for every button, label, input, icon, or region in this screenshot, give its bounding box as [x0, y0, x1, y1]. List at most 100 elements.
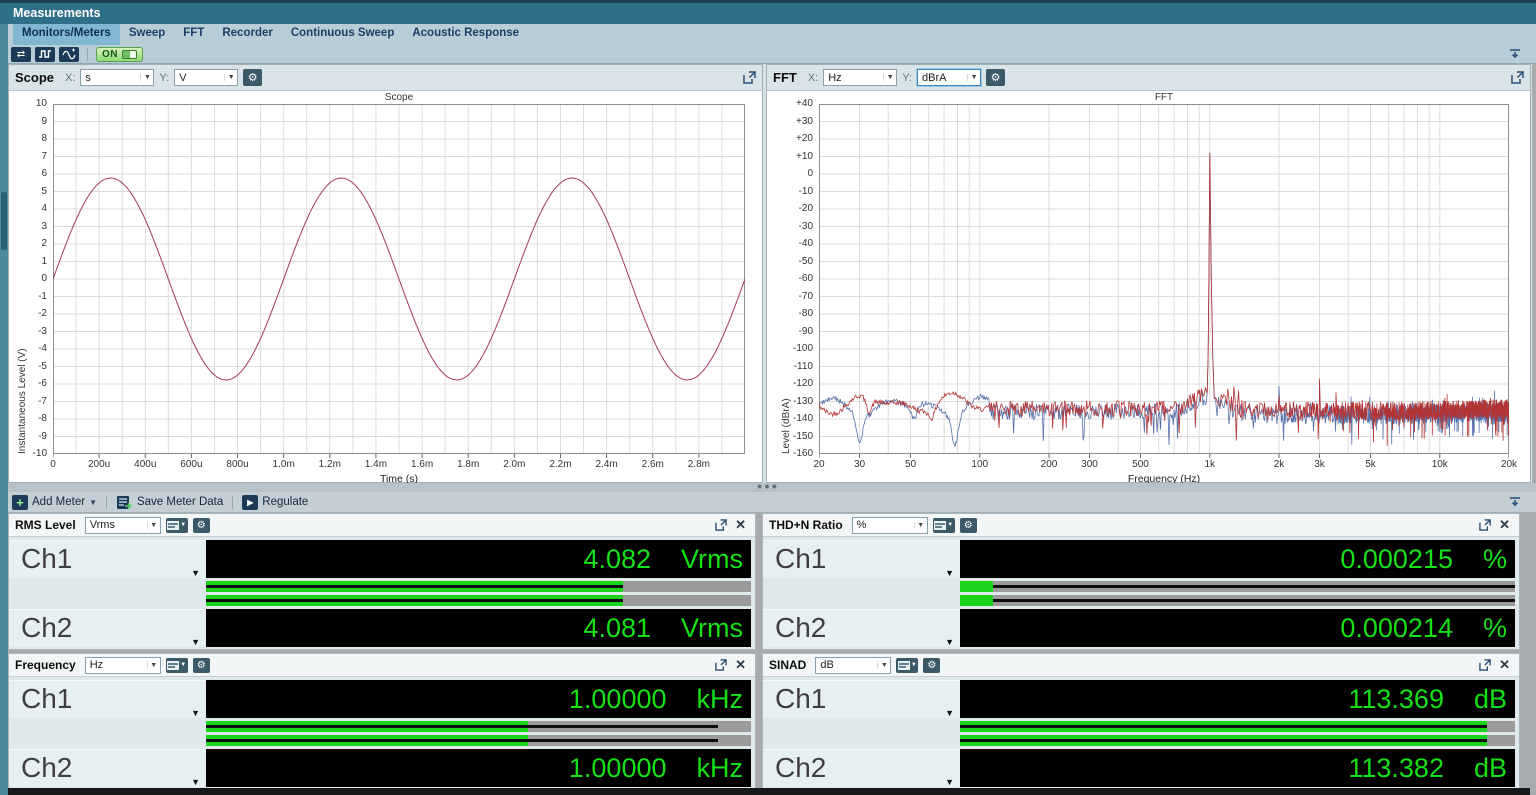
tab-sweep[interactable]: Sweep [128, 27, 166, 39]
meter-unit-select[interactable]: Vrms ▼ [84, 516, 161, 534]
channel-1-display: 113.369 dB [960, 680, 1515, 718]
meter-header: SINAD dB ▼ ▼ ⚙ ✕ [763, 654, 1519, 677]
meter-title: RMS Level [15, 518, 76, 532]
channel-1-selector[interactable]: Ch1 ▼ [9, 680, 206, 718]
add-meter-button[interactable]: + Add Meter ▼ [12, 494, 97, 510]
io-swap-icon[interactable]: ⇄ [11, 46, 31, 62]
toolbar-separator [105, 495, 107, 509]
fft-chart[interactable]: FFT 20 30 50 100 200 300 500 1k 2k 3k 5k 10k 20k +40 +3… [767, 92, 1530, 485]
square-wave-icon[interactable] [35, 46, 55, 62]
meter-close-icon[interactable]: ✕ [1499, 657, 1510, 672]
meter-popout-icon[interactable] [715, 659, 727, 671]
fft-x-units-select[interactable]: Hz ▼ [823, 69, 898, 86]
meter-settings-gear-icon[interactable]: ⚙ [192, 517, 210, 533]
axis-tick-label: 7 [41, 150, 47, 162]
scope-panel-header: Scope X: s ▼ Y: V ▼ ⚙ [9, 65, 762, 91]
page-title: Measurements [13, 6, 101, 20]
fft-y-units-select[interactable]: dBrA ▼ [917, 69, 982, 86]
meter-close-icon[interactable]: ✕ [735, 517, 746, 532]
scope-y-units-select[interactable]: V ▼ [174, 69, 239, 86]
meter-settings-gear-icon[interactable]: ⚙ [923, 657, 941, 673]
channel-2-selector[interactable]: Ch2 ▼ [9, 749, 206, 787]
meter-popout-icon[interactable] [1479, 659, 1491, 671]
save-meter-data-button[interactable]: Save Meter Data [116, 495, 223, 510]
display-mode-icon[interactable]: ▼ [165, 517, 188, 533]
axis-tick-label: 5k [1365, 459, 1376, 470]
axis-tick-label: 500 [1132, 459, 1149, 470]
channel-1-selector[interactable]: Ch1 ▼ [763, 540, 960, 578]
axis-tick-label: -160 [792, 448, 813, 459]
dock-meters-icon[interactable] [1508, 496, 1522, 508]
axis-tick-label: 1.2m [318, 459, 341, 470]
scope-settings-gear-icon[interactable]: ⚙ [243, 69, 263, 86]
tab-recorder[interactable]: Recorder [222, 27, 273, 39]
regulate-button[interactable]: ▶ Regulate [242, 494, 308, 510]
axis-tick-label: -2 [38, 308, 47, 319]
level-bars [206, 578, 751, 609]
axis-tick-label: 2k [1273, 459, 1285, 470]
tab-monitors-meters[interactable]: Monitors/Meters [13, 24, 120, 45]
channel-2-selector[interactable]: Ch2 ▼ [763, 749, 960, 787]
axis-tick-label: -40 [798, 238, 813, 249]
generator-on-toggle[interactable]: ON [96, 46, 143, 62]
channel-2-display: 0.000214 % [960, 609, 1515, 647]
scope-x-units-select[interactable]: s ▼ [80, 69, 155, 86]
tab-acoustic-response[interactable]: Acoustic Response [412, 27, 520, 39]
meter-unit-select[interactable]: dB ▼ [815, 656, 892, 674]
charts-meters-splitter[interactable]: ●●● [0, 482, 1536, 492]
axis-tick-label: -4 [38, 343, 47, 354]
axis-tick-label: -90 [798, 325, 813, 337]
scope-chart[interactable]: Scope 0 200u 400u 600u 800u 1.0m 1.2m 1.4m 1.6m 1.… [9, 92, 762, 485]
meter-popout-icon[interactable] [715, 519, 727, 531]
display-mode-icon[interactable]: ▼ [896, 657, 919, 673]
collapse-panel-icon[interactable] [1508, 48, 1522, 60]
level-bars [960, 578, 1515, 609]
axis-tick-label: -10 [798, 185, 813, 197]
axis-tick-label: 6 [41, 168, 47, 179]
axis-tick-label: 10k [1431, 459, 1448, 470]
fft-popout-icon[interactable] [1511, 71, 1524, 84]
scope-panel: Scope X: s ▼ Y: V ▼ ⚙ Scope 0 200u 400u 600u 80… [8, 64, 763, 485]
meter-body: Ch1 ▼ 0.000215 % Ch2 ▼ 0.000214 [763, 538, 1519, 649]
channel-1-display: 0.000215 % [960, 540, 1515, 578]
fft-settings-gear-icon[interactable]: ⚙ [986, 69, 1006, 86]
display-mode-icon[interactable]: ▼ [165, 657, 188, 673]
axis-tick-label: 5 [41, 185, 47, 197]
channel-1-selector[interactable]: Ch1 ▼ [9, 540, 206, 578]
axis-tick-label: 600u [180, 459, 203, 470]
meter-header: RMS Level Vrms ▼ ▼ ⚙ ✕ [9, 514, 755, 537]
channel-2-selector[interactable]: Ch2 ▼ [9, 609, 206, 647]
axis-tick-label: +30 [796, 115, 813, 127]
fft-panel-header: FFT X: Hz ▼ Y: dBrA ▼ ⚙ [767, 65, 1530, 91]
scope-x-axis-title: Time (s) [379, 473, 419, 485]
axis-tick-label: 10 [35, 98, 47, 109]
channel-2-display: 1.00000 kHz [206, 749, 751, 787]
left-resize-strip[interactable] [0, 24, 8, 795]
axis-tick-label: -50 [798, 255, 813, 267]
meter-popout-icon[interactable] [1479, 519, 1491, 531]
fft-y-axis-title: Level (dBrA) [781, 398, 792, 454]
play-icon: ▶ [242, 494, 259, 510]
fft-panel: FFT X: Hz ▼ Y: dBrA ▼ ⚙ FFT 20 30 50 100 200 300… [766, 64, 1531, 485]
channel-1-level-bar [960, 721, 1515, 732]
channel-2-level-bar [960, 595, 1515, 606]
meter-settings-gear-icon[interactable]: ⚙ [192, 657, 210, 673]
sine-wave-icon[interactable] [59, 46, 79, 62]
meter-close-icon[interactable]: ✕ [735, 657, 746, 672]
meter-unit-select[interactable]: Hz ▼ [84, 656, 161, 674]
meter-close-icon[interactable]: ✕ [1499, 517, 1510, 532]
tab-fft[interactable]: FFT [183, 27, 205, 39]
channel-1-selector[interactable]: Ch1 ▼ [763, 680, 960, 718]
toolbar-separator [232, 495, 234, 509]
axis-tick-label: -120 [792, 378, 813, 389]
scope-popout-icon[interactable] [743, 71, 756, 84]
axis-tick-label: 400u [134, 459, 157, 470]
display-mode-icon[interactable]: ▼ [932, 517, 955, 533]
channel-2-selector[interactable]: Ch2 ▼ [763, 609, 960, 647]
tab-continuous-sweep[interactable]: Continuous Sweep [290, 27, 395, 39]
meter-settings-gear-icon[interactable]: ⚙ [959, 517, 977, 533]
meter-unit-select[interactable]: % ▼ [851, 516, 928, 534]
meter-panel-rms-level: RMS Level Vrms ▼ ▼ ⚙ ✕ Ch1 ▼ [8, 513, 756, 650]
axis-tick-label: 0 [41, 273, 47, 284]
channel-1-display: 1.00000 kHz [206, 680, 751, 718]
